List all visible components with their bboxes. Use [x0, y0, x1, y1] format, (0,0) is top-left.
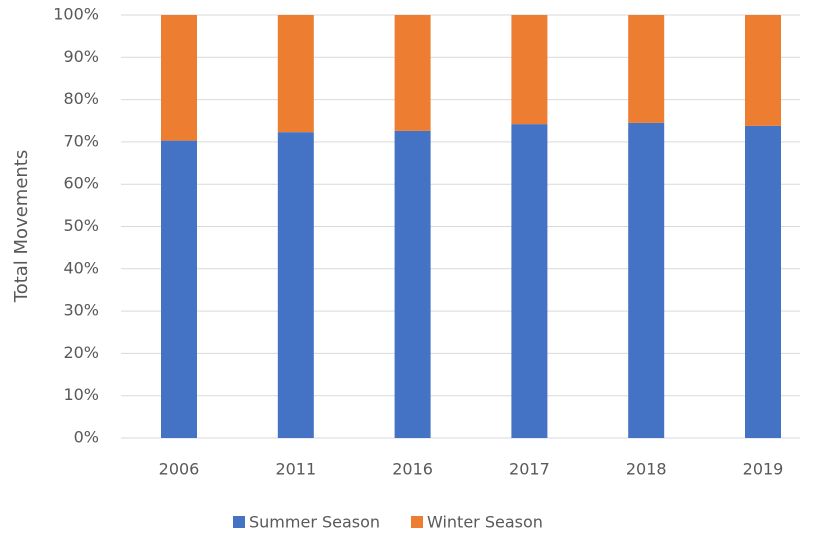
bar-segment	[161, 15, 197, 141]
y-axis-label: Total Movements	[11, 150, 32, 303]
bar-segment	[394, 130, 431, 439]
y-tick-label: 60%	[63, 174, 99, 193]
legend-label: Summer Season	[249, 513, 380, 532]
bar-segment	[745, 15, 781, 126]
legend-swatch	[411, 516, 423, 528]
x-tick-label: 2006	[159, 460, 200, 479]
y-tick-label: 0%	[74, 428, 99, 447]
legend-label: Winter Season	[427, 513, 543, 532]
bar-segment	[511, 124, 548, 438]
y-tick-label: 70%	[63, 131, 99, 150]
y-tick-label: 40%	[63, 258, 99, 277]
y-tick-label: 90%	[63, 47, 99, 66]
y-tick-label: 20%	[63, 343, 99, 362]
x-tick-label: 2017	[509, 460, 550, 479]
x-tick-label: 2016	[392, 460, 433, 479]
legend-swatch	[233, 516, 245, 528]
bar-segment	[277, 15, 314, 133]
x-tick-label: 2019	[743, 460, 784, 479]
y-tick-label: 80%	[63, 89, 99, 108]
bar-segment	[745, 125, 781, 439]
bar-segment	[394, 15, 431, 131]
y-tick-label: 10%	[63, 385, 99, 404]
bar-segment	[161, 140, 197, 439]
y-tick-label: 50%	[63, 216, 99, 235]
x-tick-label: 2011	[275, 460, 316, 479]
y-tick-label: 30%	[63, 301, 99, 320]
bar-segment	[628, 15, 665, 123]
bar-segment	[511, 15, 548, 125]
x-tick-label: 2018	[626, 460, 667, 479]
bar-segment	[277, 132, 314, 438]
bar-segment	[628, 122, 665, 439]
y-tick-label: 100%	[53, 5, 99, 24]
